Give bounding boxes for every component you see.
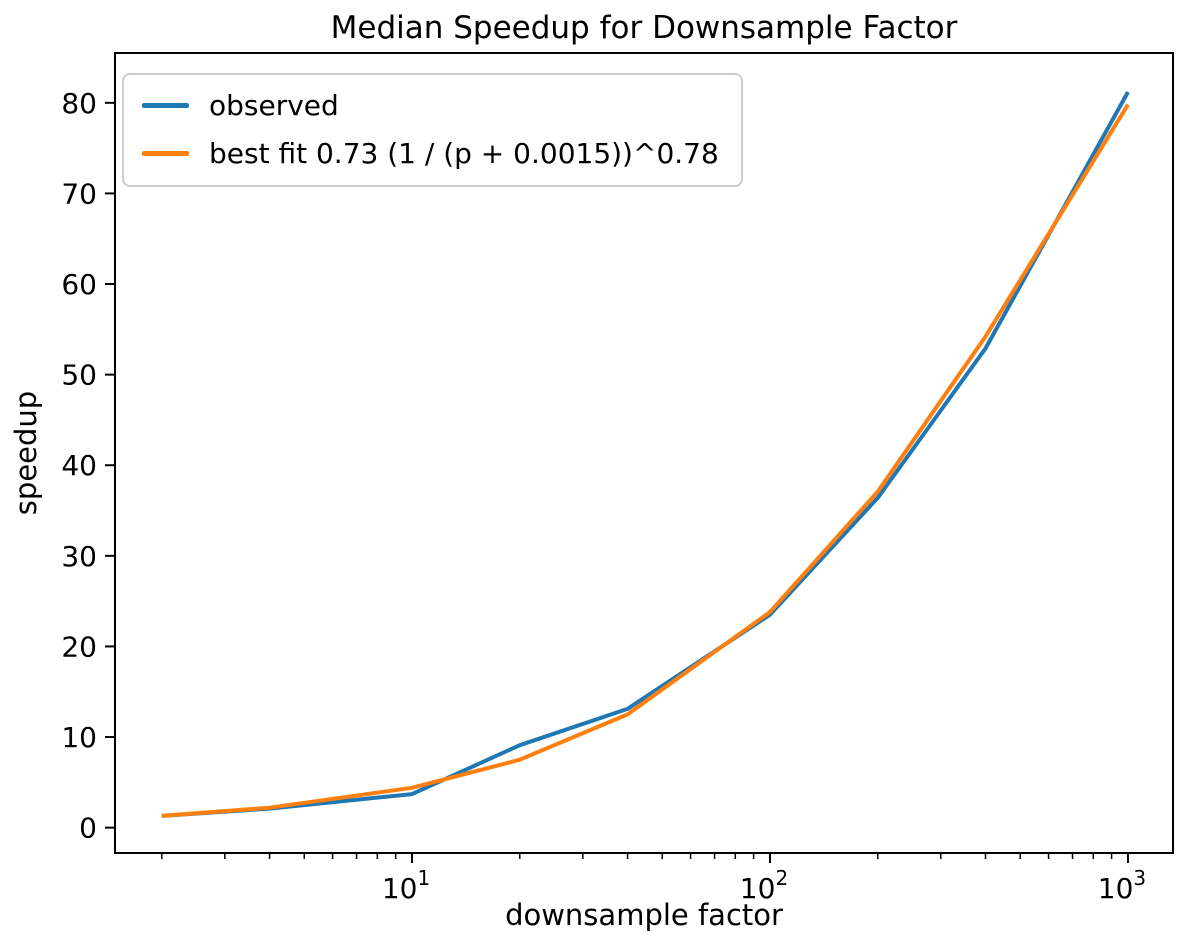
- svg-text:20: 20: [61, 630, 97, 663]
- plot-border: [114, 52, 1174, 854]
- legend-item-best-fit: best fit 0.73 (1 / (p + 0.0015))^0.78: [142, 133, 719, 173]
- legend-swatch-observed: [142, 102, 189, 108]
- legend-label-observed: observed: [209, 88, 339, 122]
- svg-text:10: 10: [61, 721, 97, 754]
- svg-text:60: 60: [61, 268, 97, 301]
- svg-text:30: 30: [61, 540, 97, 573]
- y-axis-label: speedup: [9, 390, 43, 516]
- y-axis-ticks: 0 10 20 30 40 50 60 70 80: [61, 87, 115, 845]
- svg-text:40: 40: [61, 449, 97, 482]
- x-axis-ticks: 101 102 103: [161, 853, 1146, 905]
- legend-item-observed: observed: [142, 85, 719, 125]
- svg-text:50: 50: [61, 359, 97, 392]
- svg-text:80: 80: [61, 87, 97, 120]
- svg-text:101: 101: [382, 866, 430, 905]
- svg-text:0: 0: [79, 812, 97, 845]
- series-line-observed: [161, 91, 1130, 818]
- legend-swatch-best-fit: [142, 150, 189, 156]
- x-axis-label: downsample factor: [505, 898, 783, 932]
- svg-text:70: 70: [61, 177, 97, 210]
- series-line-best-fit: [161, 103, 1130, 818]
- legend: observed best fit 0.73 (1 / (p + 0.0015)…: [122, 73, 743, 187]
- chart-title: Median Speedup for Downsample Factor: [330, 10, 958, 46]
- legend-label-best-fit: best fit 0.73 (1 / (p + 0.0015))^0.78: [209, 136, 719, 170]
